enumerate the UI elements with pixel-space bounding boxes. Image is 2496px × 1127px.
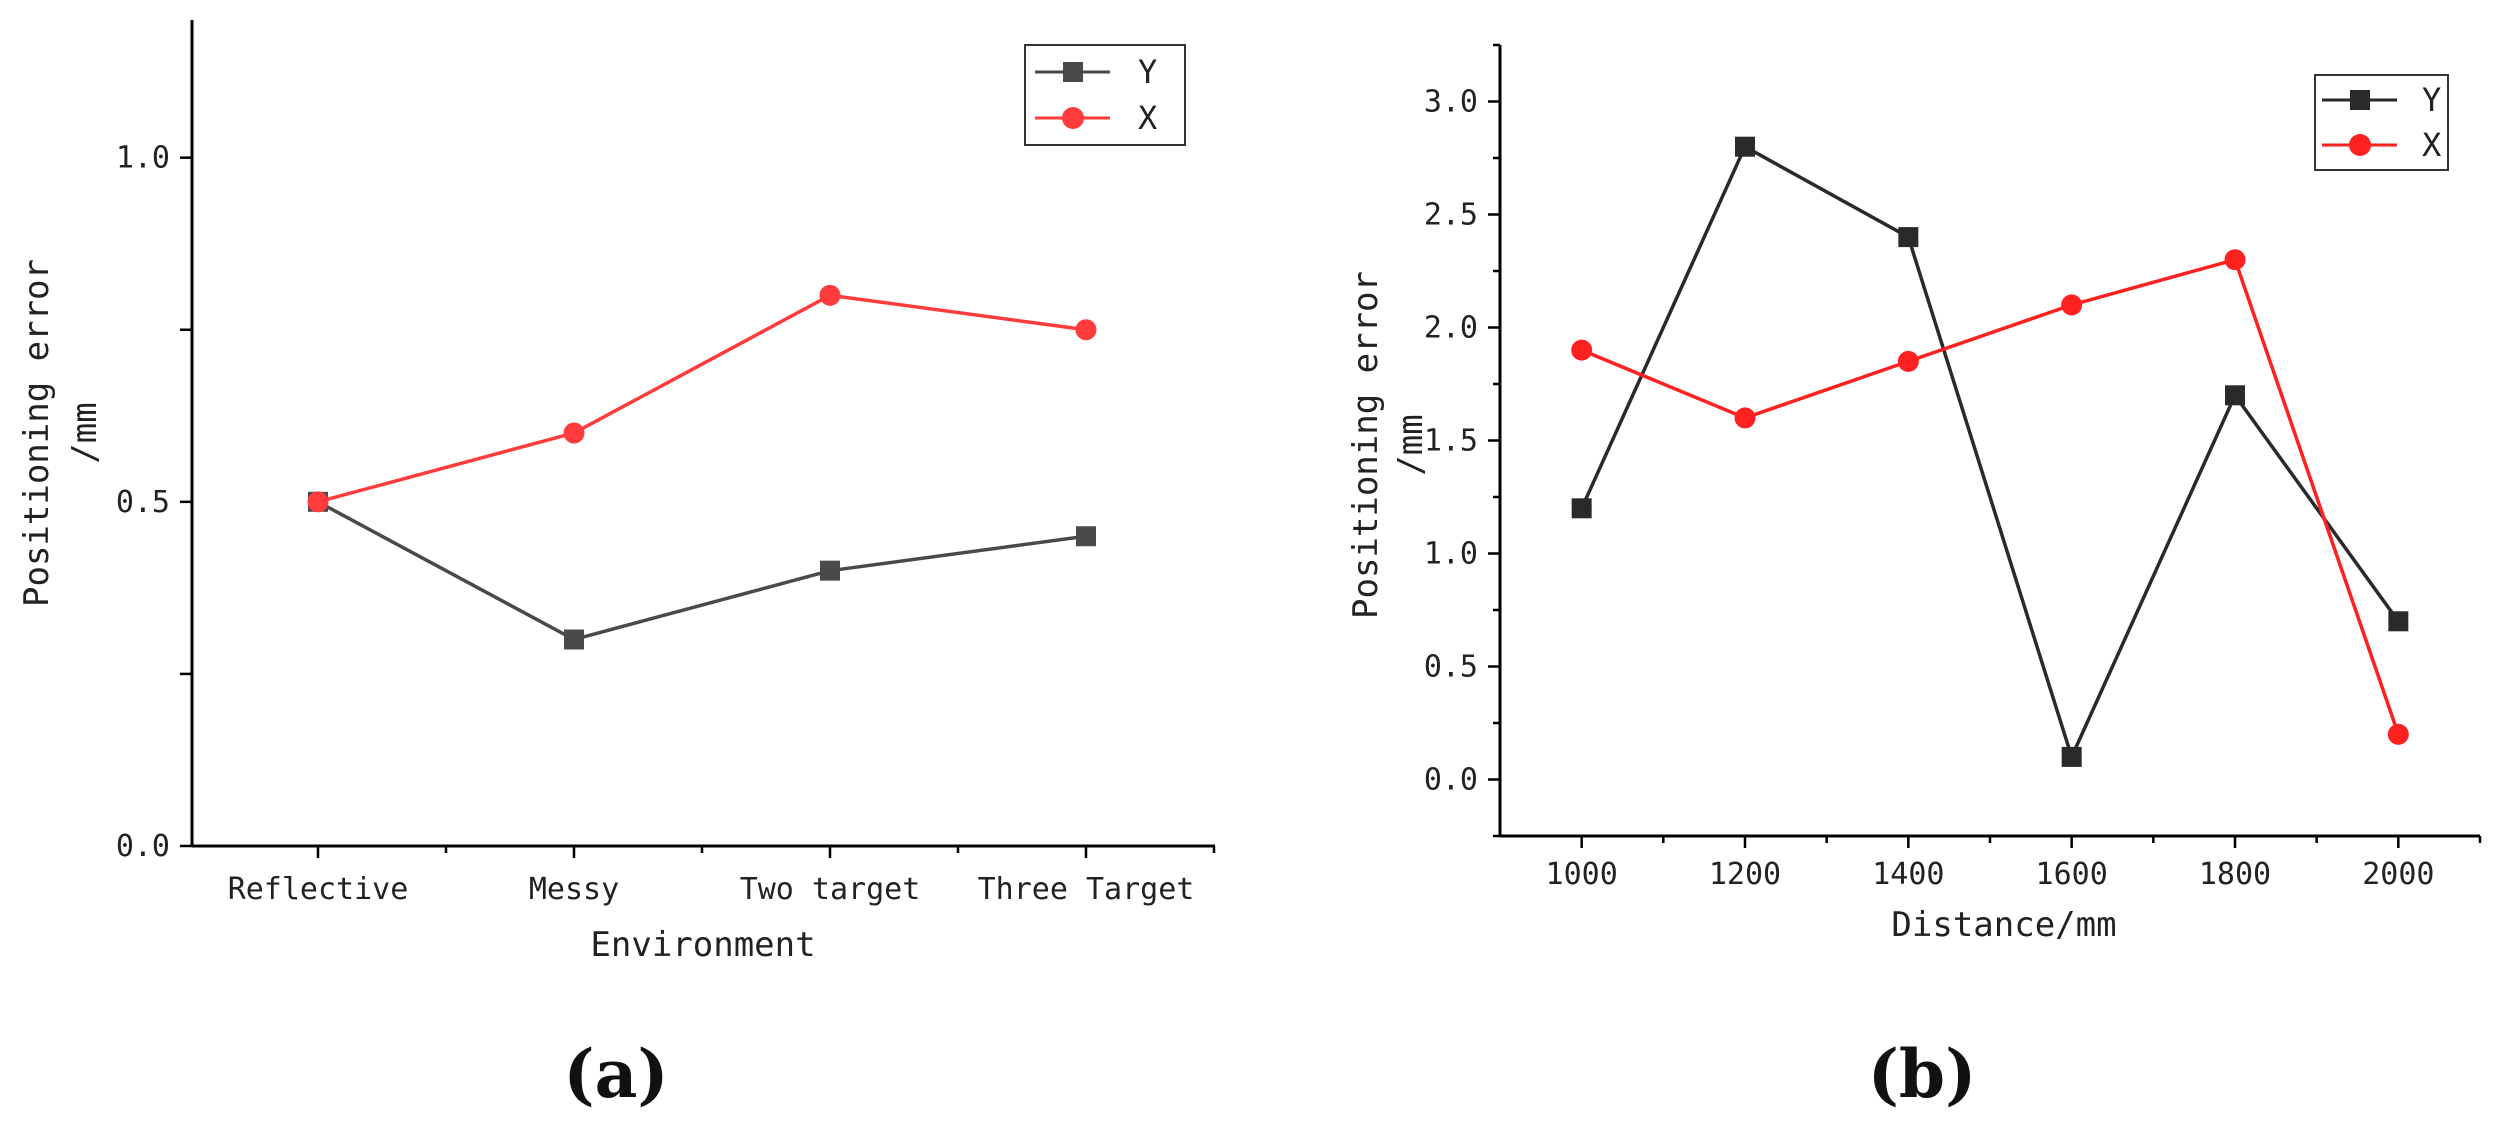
chart-b-legend-y-label: Y bbox=[2422, 81, 2441, 119]
chart-b-series-x-point bbox=[1897, 350, 1919, 372]
chart-b-y-tick-label: 0.5 bbox=[1424, 650, 1478, 685]
chart-b-series-x-point bbox=[1571, 339, 1593, 361]
chart-a-y-axis-label-line2: /mm bbox=[65, 402, 105, 463]
chart-a-y-axis-label-line1: Positioning error bbox=[17, 259, 57, 607]
chart-b-series bbox=[1571, 136, 2409, 767]
chart-b-x-tick-label: 1200 bbox=[1709, 857, 1781, 892]
chart-b-legend-y-marker bbox=[2350, 90, 2370, 110]
chart-b-legend-x-marker bbox=[2349, 134, 2371, 156]
chart-b-series-y-point bbox=[2061, 746, 2082, 767]
chart-b-y-tick-label: 0.0 bbox=[1424, 763, 1478, 798]
chart-a-x-tick-label: Three Target bbox=[978, 872, 1195, 907]
chart-b-series-x-point bbox=[2224, 249, 2246, 271]
chart-a-y-tick-label: 1.0 bbox=[116, 141, 170, 176]
chart-a-legend-y-label: Y bbox=[1138, 53, 1157, 91]
chart-b-x-tick-label: 2000 bbox=[2362, 857, 2434, 892]
chart-b-series-x-line bbox=[1580, 257, 2400, 735]
chart-b-series-y-line bbox=[1580, 144, 2400, 762]
chart-b-series-y-point bbox=[1735, 136, 1755, 157]
chart-a-series-x-point bbox=[1075, 319, 1097, 341]
chart-b-y-tick-label: 1.0 bbox=[1424, 537, 1478, 572]
chart-a-y-tick-label: 0.5 bbox=[116, 485, 170, 520]
chart-a-series-x-point bbox=[307, 491, 329, 513]
chart-b-legend: Y X bbox=[2314, 74, 2449, 171]
chart-b: 0.0 0.5 1.0 1.5 2.0 2.5 3.0 1000 1200 1400 1600 180… bbox=[1346, 43, 2482, 1113]
chart-a-series-x-point bbox=[819, 284, 841, 306]
chart-b-x-tick-label: 1400 bbox=[1872, 857, 1944, 892]
chart-a-x-tick-label: Two target bbox=[740, 872, 921, 907]
chart-a-series-y-point bbox=[1076, 526, 1096, 547]
chart-a-ticks: 0.0 0.5 1.0 Reflective Messy Two target Three … bbox=[116, 141, 1216, 907]
chart-a-series-y-point bbox=[564, 629, 584, 650]
chart-a-legend-y-marker bbox=[1063, 62, 1083, 82]
chart-b-x-tick-label: 1800 bbox=[2199, 857, 2271, 892]
chart-a-x-axis-label: Environment bbox=[590, 925, 815, 965]
chart-a-legend-x-label: X bbox=[1138, 99, 1157, 137]
chart-b-series-y-point bbox=[2388, 611, 2409, 632]
chart-a-series-y-line bbox=[317, 500, 1087, 642]
chart-b-panel-label: (b) bbox=[1868, 1035, 1977, 1113]
chart-b-ticks: 0.0 0.5 1.0 1.5 2.0 2.5 3.0 1000 1200 1400 1600 180… bbox=[1424, 43, 2482, 892]
chart-b-series-y-point bbox=[1898, 227, 1919, 248]
chart-a-panel-label: (a) bbox=[563, 1035, 668, 1113]
chart-a-y-tick-label: 0.0 bbox=[116, 829, 170, 864]
chart-a-series bbox=[307, 284, 1097, 650]
chart-b-x-tick-label: 1000 bbox=[1546, 857, 1618, 892]
chart-b-series-x-point bbox=[2061, 294, 2083, 316]
chart-b-legend-box bbox=[2314, 74, 2449, 171]
chart-b-y-axis-label-line2: /mm bbox=[1391, 414, 1431, 475]
chart-b-series-y-point bbox=[1571, 498, 1592, 519]
chart-b-series-y-point bbox=[2225, 385, 2245, 406]
chart-a: 0.0 0.5 1.0 Reflective Messy Two target Three … bbox=[17, 20, 1216, 1113]
chart-b-y-tick-label: 2.0 bbox=[1424, 311, 1478, 346]
chart-a-series-y-point bbox=[820, 560, 840, 581]
chart-b-y-tick-label: 2.5 bbox=[1424, 198, 1478, 233]
chart-b-series-x-point bbox=[1734, 407, 1756, 429]
chart-a-legend-box bbox=[1024, 44, 1186, 146]
chart-a-x-tick-label: Messy bbox=[529, 872, 619, 907]
chart-b-y-tick-label: 3.0 bbox=[1424, 85, 1478, 120]
chart-b-x-axis-label: Distance/mm bbox=[1891, 905, 2116, 945]
chart-b-legend-x-label: X bbox=[2422, 126, 2441, 164]
chart-a-series-x-line bbox=[317, 293, 1087, 504]
chart-b-x-tick-label: 1600 bbox=[2036, 857, 2108, 892]
chart-a-series-x-point bbox=[563, 422, 585, 444]
chart-b-y-axis-label-line1: Positioning error bbox=[1346, 271, 1386, 619]
chart-a-x-tick-label: Reflective bbox=[228, 872, 409, 907]
chart-a-legend-x-marker bbox=[1062, 107, 1084, 129]
chart-b-y-tick-label: 1.5 bbox=[1424, 424, 1478, 459]
chart-b-series-x-point bbox=[2387, 723, 2409, 745]
chart-a-legend: Y X bbox=[1024, 44, 1186, 146]
